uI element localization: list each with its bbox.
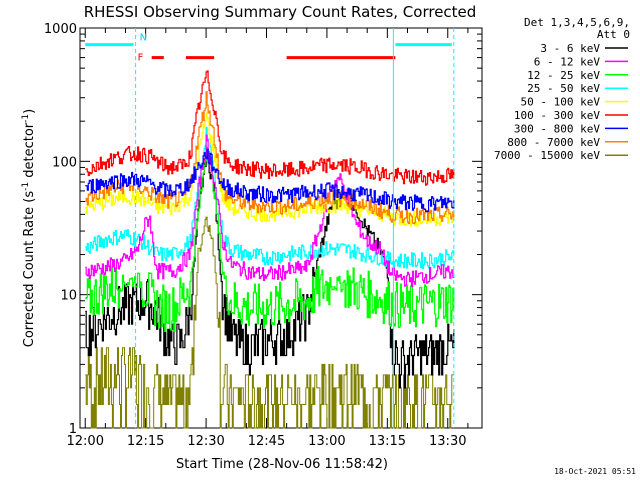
x-axis-label: Start Time (28-Nov-06 11:58:42) <box>176 457 388 472</box>
chart-title: RHESSI Observing Summary Count Rates, Co… <box>84 3 477 21</box>
legend-label: 100 - 300 keV <box>514 109 600 122</box>
y-tick-label: 10 <box>60 289 77 304</box>
plot-area <box>79 27 483 429</box>
series-line <box>85 216 454 429</box>
x-tick-label: 12:30 <box>187 434 224 449</box>
legend-label: 800 - 7000 keV <box>507 136 600 149</box>
y-tick-label: 1000 <box>44 22 77 37</box>
legend-label: 300 - 800 keV <box>514 122 600 135</box>
y-tick-label: 1 <box>69 422 77 437</box>
series-line <box>85 148 455 389</box>
plot-frame <box>79 27 483 429</box>
series-line <box>85 126 455 270</box>
series-line <box>85 148 455 213</box>
series-line <box>85 134 455 288</box>
legend-label: 7000 - 15000 keV <box>494 149 600 162</box>
chart-marks <box>80 27 482 429</box>
series-line <box>85 112 455 227</box>
flag-f-label: F <box>138 53 144 64</box>
legend-label: 3 - 6 keV <box>540 42 600 55</box>
y-axis-label: Corrected Count Rate (s-1 detector-1) <box>21 109 37 347</box>
flag-n-label: N <box>140 32 147 43</box>
legend-label: 6 - 12 keV <box>534 55 601 68</box>
x-tick-label: 12:00 <box>67 434 104 449</box>
footer-timestamp: 18-Oct-2021 05:51 <box>554 467 636 476</box>
legend-header-2: Att 0 <box>597 28 630 41</box>
x-tick-label: 13:30 <box>429 434 466 449</box>
legend-label: 12 - 25 keV <box>527 69 600 82</box>
x-tick-label: 12:45 <box>248 434 285 449</box>
svg-text:Corrected Count Rate (s-1 dete: Corrected Count Rate (s-1 detector-1) <box>21 109 37 347</box>
x-tick-label: 12:15 <box>127 434 164 449</box>
legend-header-1: Det 1,3,4,5,6,9, <box>524 16 630 29</box>
y-tick-label: 100 <box>52 155 77 170</box>
series-line <box>85 91 455 225</box>
series-line <box>85 146 455 333</box>
legend-label: 50 - 100 keV <box>521 96 601 109</box>
x-tick-label: 13:15 <box>369 434 406 449</box>
legend-label: 25 - 50 keV <box>527 82 600 95</box>
x-tick-label: 13:00 <box>308 434 345 449</box>
